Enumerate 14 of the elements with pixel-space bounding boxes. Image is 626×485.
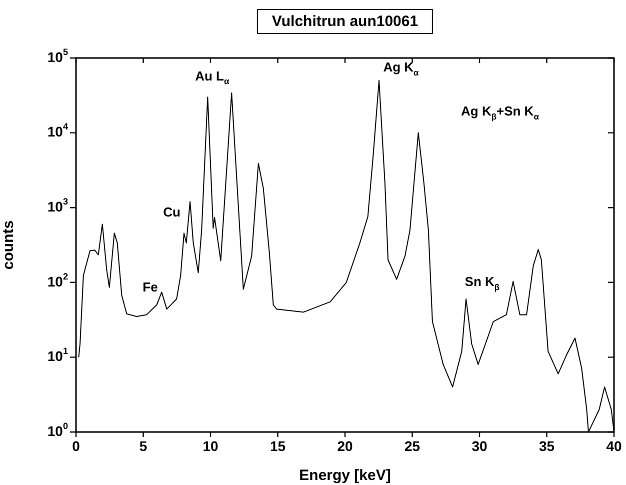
x-tick-label: 15 [270,438,286,454]
x-tick-label: 5 [139,438,148,454]
x-tick-label: 25 [404,438,420,454]
x-tick-label: 10 [202,438,218,454]
annotation: Cu [163,204,180,220]
x-tick-label: 20 [337,438,353,454]
x-tick-label: 30 [472,438,488,454]
x-tick-label: 40 [606,438,622,454]
annotation: Fe [142,280,158,295]
y-axis-title: counts [0,220,18,270]
chart-title: Vulchitrun aun10061 [256,9,434,34]
x-axis-title: Energy [keV] [299,467,391,484]
x-tick-label: 35 [538,438,555,454]
x-tick-label: 0 [72,438,80,454]
